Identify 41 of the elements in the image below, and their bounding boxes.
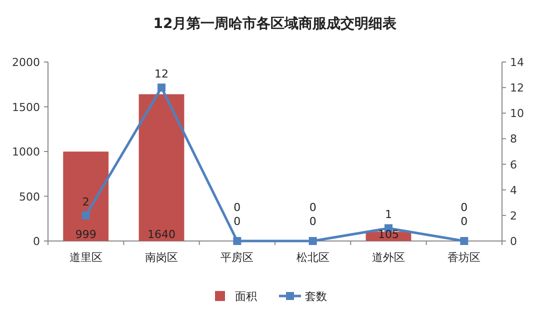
y2-tick-label: 8 [510, 132, 517, 146]
y2-tick-label: 10 [510, 107, 524, 120]
y-tick-label: 500 [19, 190, 40, 204]
y2-tick-label: 4 [510, 184, 517, 197]
y2-tick-label: 14 [510, 56, 524, 69]
x-tick-label: 南岗区 [145, 251, 178, 264]
y2-tick-label: 12 [510, 82, 524, 95]
data-label: 999 [75, 228, 96, 241]
data-label: 1640 [148, 228, 176, 241]
x-tick-label: 道外区 [372, 251, 405, 264]
data-label: 12 [154, 68, 168, 81]
data-label: 0 [234, 201, 241, 214]
y-tick-label: 0 [33, 235, 40, 248]
bar [138, 94, 184, 241]
chart-title: 12月第一周哈市各区域商服成交明细表 [153, 15, 398, 32]
point [460, 237, 468, 245]
data-label: 105 [378, 228, 399, 241]
data-label: 0 [309, 201, 316, 214]
x-tick-label: 道里区 [69, 251, 102, 264]
x-tick-label: 松北区 [296, 251, 330, 264]
data-label: 0 [460, 215, 468, 228]
legend-label: 套数 [305, 290, 327, 303]
y2-tick-label: 6 [510, 158, 517, 172]
point [308, 237, 317, 245]
data-label: 0 [309, 215, 316, 228]
y-tick-label: 1000 [12, 146, 40, 158]
x-tick-label: 平房区 [220, 251, 254, 264]
point [233, 237, 242, 245]
data-label: 0 [234, 215, 241, 228]
y-tick-label: 2000 [12, 56, 40, 69]
data-label: 1 [385, 208, 392, 222]
data-label: 2 [82, 195, 90, 208]
y-tick-label: 1500 [12, 100, 40, 114]
point [82, 211, 90, 220]
y2-tick-label: 2 [510, 209, 517, 222]
data-label: 0 [460, 201, 468, 214]
bar [63, 152, 109, 241]
y2-tick-label: 0 [510, 235, 517, 248]
legend-label: 面积 [235, 290, 257, 303]
x-tick-label: 香坊区 [448, 251, 481, 264]
point [158, 84, 166, 92]
